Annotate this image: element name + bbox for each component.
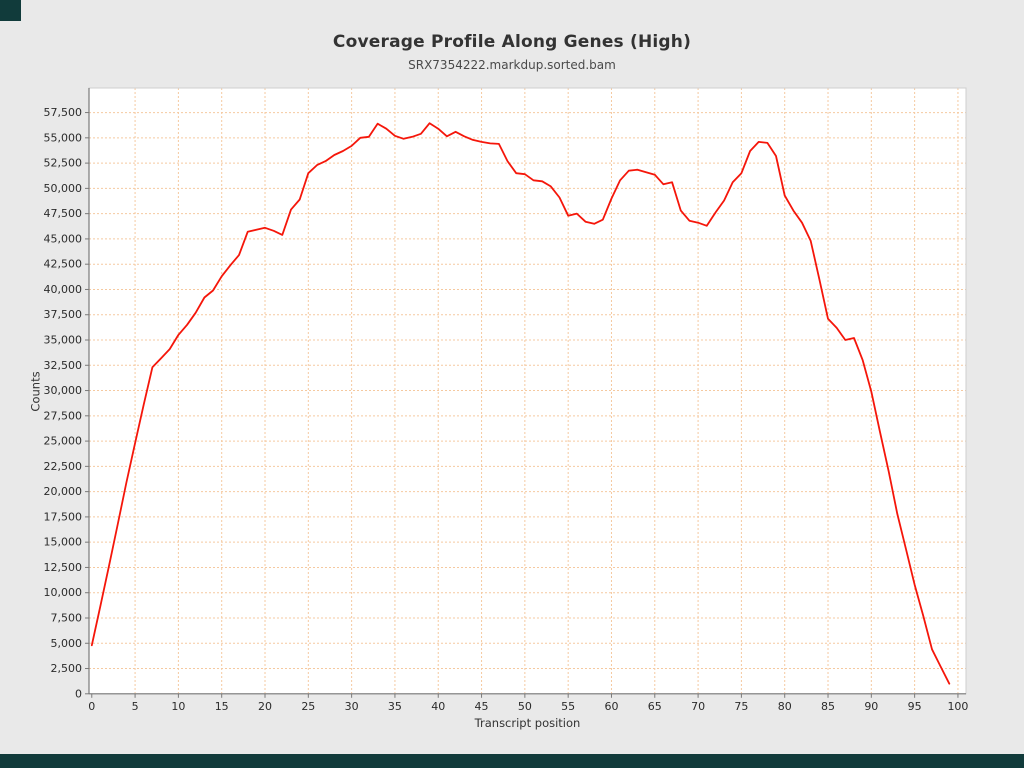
x-tick-label: 60 — [604, 700, 618, 713]
x-tick-label: 35 — [388, 700, 402, 713]
x-axis-title: Transcript position — [474, 716, 581, 730]
x-tick-label: 90 — [864, 700, 878, 713]
y-tick-label: 32,500 — [44, 359, 83, 372]
chart-title: Coverage Profile Along Genes (High) — [332, 32, 692, 52]
y-tick-label: 35,000 — [44, 334, 83, 347]
window-chrome-corner — [0, 0, 21, 21]
x-tick-label: 0 — [88, 700, 95, 713]
y-tick-label: 22,500 — [44, 460, 83, 473]
x-tick-label: 30 — [345, 700, 359, 713]
y-tick-label: 42,500 — [44, 258, 83, 271]
y-tick-label: 2,500 — [51, 662, 83, 675]
x-tick-label: 50 — [518, 700, 532, 713]
y-tick-label: 20,000 — [44, 485, 83, 498]
plot-area — [89, 88, 966, 694]
y-tick-label: 57,500 — [44, 106, 83, 119]
y-tick-label: 0 — [75, 687, 82, 700]
x-tick-label: 85 — [821, 700, 835, 713]
y-tick-label: 15,000 — [44, 536, 83, 549]
y-tick-label: 12,500 — [44, 561, 83, 574]
window-chrome-taskbar — [0, 754, 1024, 768]
y-tick-label: 40,000 — [44, 283, 83, 296]
y-tick-label: 55,000 — [44, 131, 83, 144]
y-tick-label: 27,500 — [44, 409, 83, 422]
y-tick-label: 45,000 — [44, 232, 83, 245]
x-tick-label: 65 — [648, 700, 662, 713]
y-tick-label: 52,500 — [44, 157, 83, 170]
y-tick-label: 50,000 — [44, 182, 83, 195]
x-tick-label: 95 — [908, 700, 922, 713]
y-tick-label: 17,500 — [44, 510, 83, 523]
x-tick-label: 5 — [132, 700, 139, 713]
x-tick-label: 15 — [215, 700, 229, 713]
y-tick-label: 37,500 — [44, 308, 83, 321]
x-tick-label: 45 — [475, 700, 489, 713]
y-tick-label: 30,000 — [44, 384, 83, 397]
x-tick-label: 100 — [947, 700, 968, 713]
x-tick-label: 70 — [691, 700, 705, 713]
x-tick-label: 25 — [301, 700, 315, 713]
y-tick-label: 47,500 — [44, 207, 83, 220]
y-tick-label: 25,000 — [44, 435, 83, 448]
chart-subtitle: SRX7354222.markdup.sorted.bam — [408, 58, 616, 72]
x-tick-label: 20 — [258, 700, 272, 713]
x-tick-label: 40 — [431, 700, 445, 713]
y-tick-label: 10,000 — [44, 586, 83, 599]
x-tick-label: 75 — [734, 700, 748, 713]
x-tick-label: 10 — [171, 700, 185, 713]
y-tick-label: 5,000 — [51, 637, 83, 650]
coverage-series-line — [90, 122, 951, 685]
y-tick-label: 7,500 — [51, 611, 83, 624]
x-tick-label: 80 — [778, 700, 792, 713]
x-tick-label: 55 — [561, 700, 575, 713]
